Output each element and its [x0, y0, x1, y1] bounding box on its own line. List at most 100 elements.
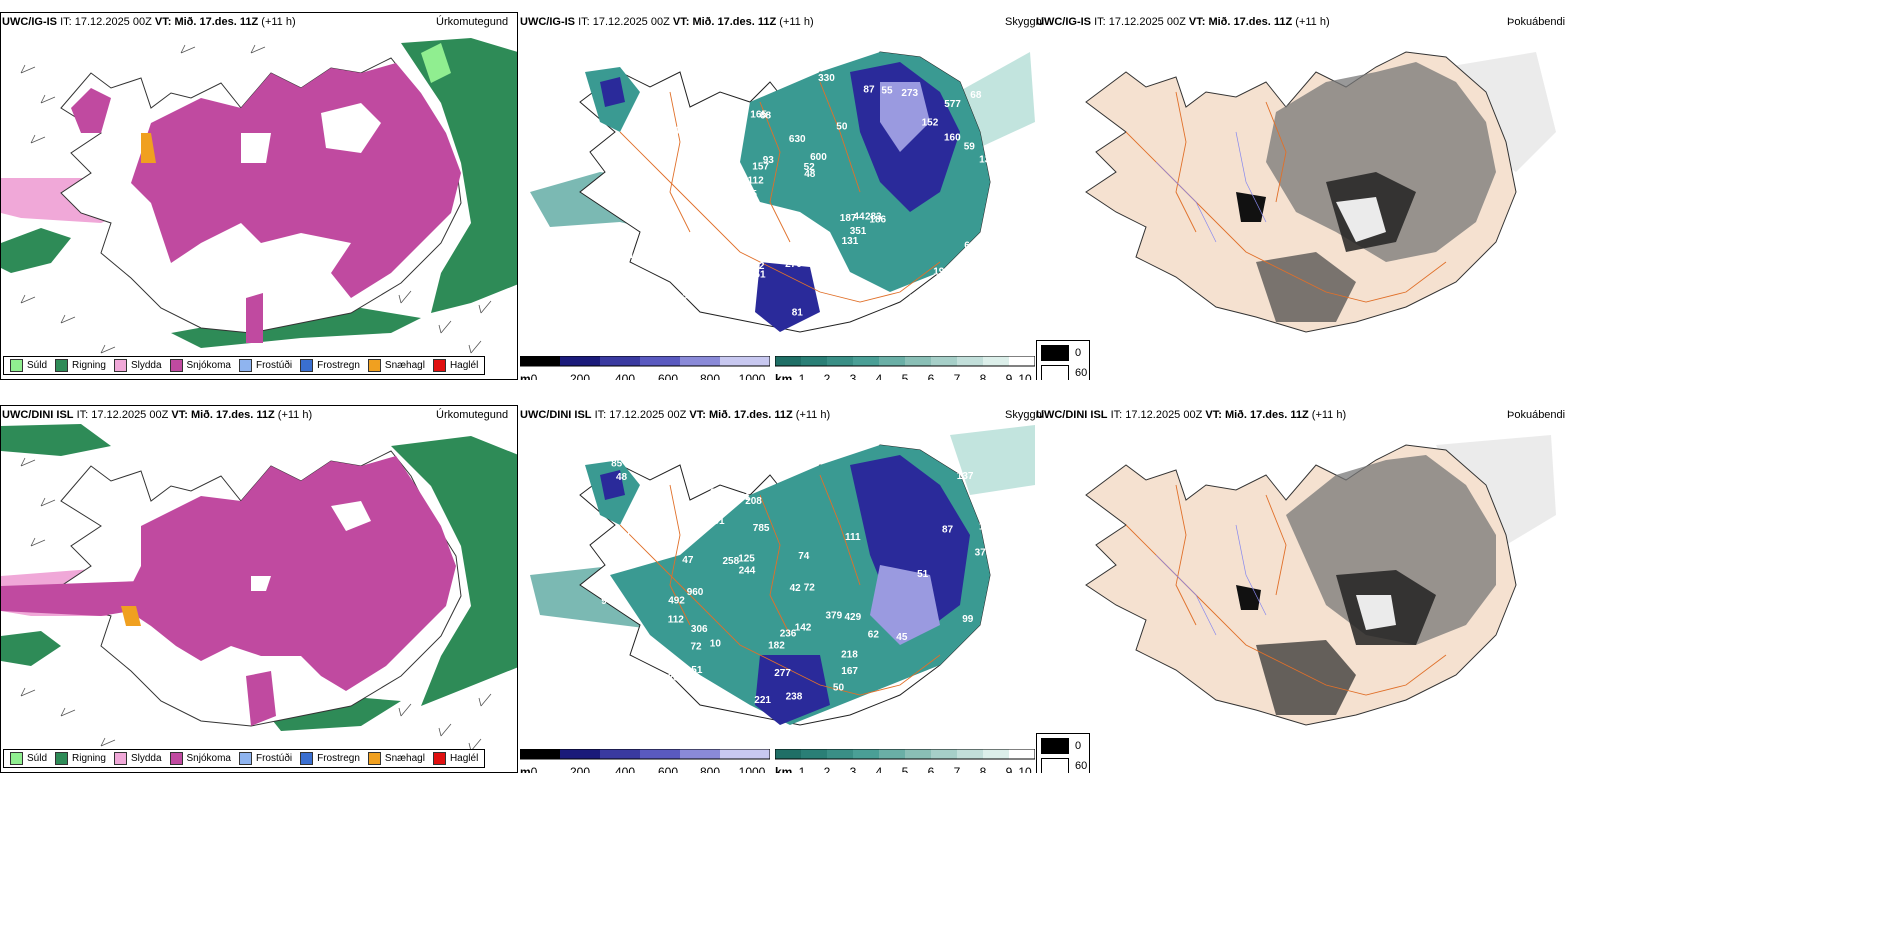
height-tick: 200: [569, 372, 591, 380]
legend-item: Rigning: [55, 359, 106, 372]
fog-map-top: [1085, 51, 1556, 333]
cloud-base-label: 44: [853, 211, 865, 222]
cloud-base-label: 157: [979, 522, 996, 533]
cloud-base-label: 277: [774, 668, 791, 679]
legend-swatch: [113, 752, 127, 765]
visibility-tick: 4: [875, 765, 883, 773]
precip-panel-bottom: Súld Rigning Slydda Snjókoma Frostúði Fr…: [0, 405, 518, 773]
cloud-base-label: 112: [668, 614, 685, 625]
it-value: 17.12.2025 00Z: [74, 16, 152, 28]
cloud-base-label: 191: [708, 516, 725, 527]
visibility-tick: 2: [823, 372, 831, 380]
height-tick: 400: [614, 372, 636, 380]
cloud-base-label: 785: [753, 523, 770, 534]
it-label: IT:: [76, 409, 89, 421]
legend-label: Frostregn: [317, 753, 360, 764]
cloud-base-label: 66: [642, 465, 654, 476]
cloud-base-label: 137: [979, 155, 996, 166]
visibility-colorbar-top: km 1 2 3 4 5 6 7 8 9 10: [775, 356, 1035, 380]
legend-label: Snjókoma: [186, 360, 231, 371]
cloud-base-label: 72: [804, 582, 816, 593]
cloud-base-label: 403: [639, 245, 656, 256]
legend-item: Slydda: [113, 752, 162, 765]
vt-value: Mið. 17.des. 11Z: [1208, 16, 1293, 28]
legend-label: Haglél: [449, 360, 479, 371]
model-name: UWC/DINI ISL: [520, 409, 592, 421]
visibility-tick: 1: [798, 765, 806, 773]
cloud-base-label: 59: [615, 299, 627, 310]
legend-swatch: [300, 359, 314, 372]
cloud-base-label: 93: [763, 155, 775, 166]
legend-item: Frostúði: [238, 752, 292, 765]
header-top-cloud: UWC/IG-IS IT: 17.12.2025 00Z VT: Mið. 17…: [520, 16, 814, 28]
cloud-base-label: 152: [922, 118, 939, 129]
cloud-base-label: 420: [646, 298, 663, 309]
visibility-unit: km: [775, 372, 793, 380]
legend-swatch: [432, 359, 446, 372]
visibility-colorbar-bottom: km 1 2 3 4 5 6 7 8 9 10: [775, 749, 1035, 773]
model-name: UWC/DINI ISL: [2, 409, 74, 421]
header-top-precip: UWC/IG-IS IT: 17.12.2025 00Z VT: Mið. 17…: [2, 16, 296, 28]
it-label: IT:: [578, 16, 590, 28]
vt-label: VT:: [1205, 409, 1222, 421]
height-tick: 1000: [738, 372, 766, 380]
cloud-base-label: 269: [734, 79, 751, 90]
cloud-base-label: 142: [795, 622, 812, 633]
cloud-base-label: 330: [818, 73, 835, 84]
fog-legend-label: 0: [1075, 740, 1082, 752]
visibility-unit: km: [775, 765, 793, 773]
legend-swatch: [238, 752, 252, 765]
roads: [619, 81, 941, 303]
cloud-base-label: 319: [645, 311, 662, 322]
visibility-tick: 10: [1018, 372, 1032, 380]
cloud-base-label: 244: [739, 565, 756, 576]
legend-item: Frostregn: [300, 752, 360, 765]
model-name: UWC/IG-IS: [2, 16, 57, 28]
cloud-base-label: 428: [938, 294, 955, 305]
wind-barbs: [20, 44, 492, 354]
model-name: UWC/IG-IS: [1036, 16, 1091, 28]
vt-label: VT:: [689, 409, 706, 421]
cloud-base-label: 48: [616, 472, 628, 483]
cloud-base-label: 62: [691, 705, 703, 716]
legend-item: Rigning: [55, 752, 106, 765]
cloud-base-label: 112: [748, 175, 765, 186]
legend-swatch: [367, 752, 381, 765]
height-tick: 200: [569, 765, 591, 773]
it-value: 17.12.2025 00Z: [1125, 409, 1203, 421]
fog-title-bottom: Þokuábendi: [1507, 409, 1566, 421]
cloud-base-label: 59: [964, 141, 976, 152]
cloud-base-label: 331: [734, 492, 751, 503]
cloud-base-label: 218: [841, 649, 858, 660]
cloud-base-label: 283: [668, 673, 685, 684]
it-label: IT:: [1110, 409, 1123, 421]
height-tick: 800: [699, 765, 721, 773]
lead-time: (+11 h): [1311, 409, 1347, 421]
cloud-base-label: 258: [684, 518, 701, 529]
vt-label: VT:: [154, 16, 172, 28]
cloud-base-label: 248: [669, 126, 686, 137]
height-unit: m: [520, 765, 531, 773]
precip-title-top: Úrkomutegund: [436, 16, 509, 28]
cloud-base-label: 285: [740, 189, 757, 200]
cloud-panel-bottom: 48 85 94 137 157 218 208 10 189 62 72 72 62 112 236 258…: [520, 405, 1035, 773]
visibility-tick: 7: [953, 372, 961, 380]
cloud-panel-top: 428 88 577 285 50 420 165 630 403 422 369 125 68 600 1…: [520, 12, 1035, 380]
legend-item: Haglél: [432, 752, 478, 765]
vt-label: VT:: [171, 409, 188, 421]
cloud-base-label: 304: [681, 111, 698, 122]
header-bottom-precip: UWC/DINI ISL IT: 17.12.2025 00Z VT: Mið.…: [2, 409, 312, 421]
cloud-base-label: 226: [668, 259, 685, 270]
cloud-base-label: 51: [754, 270, 766, 281]
legend-label: Frostregn: [317, 360, 360, 371]
header-bottom-cloud: UWC/DINI ISL IT: 17.12.2025 00Z VT: Mið.…: [520, 409, 830, 421]
it-label: IT:: [1094, 16, 1106, 28]
visibility-tick: 9: [1005, 372, 1013, 380]
lead-time: (+11 h): [277, 409, 313, 421]
height-tick: 800: [699, 372, 721, 380]
cloud-base-label: 74: [798, 551, 810, 562]
lead-time: (+11 h): [779, 16, 814, 28]
it-value: 17.12.2025 00Z: [592, 16, 670, 28]
cloud-base-label: 67: [753, 236, 765, 247]
cloud-base-label: 45: [687, 174, 699, 185]
